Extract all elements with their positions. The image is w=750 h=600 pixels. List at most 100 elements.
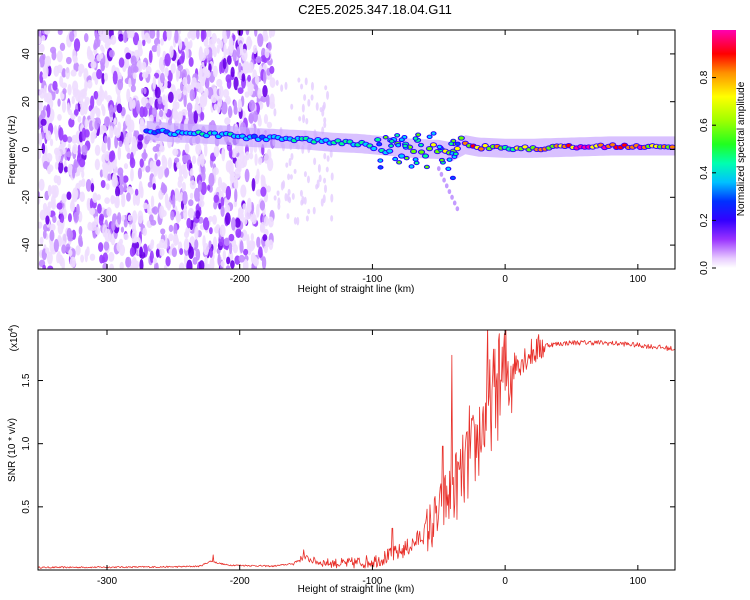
noise-blob bbox=[182, 76, 188, 87]
snr-scale-label: (x104) bbox=[8, 325, 20, 352]
noise-blob bbox=[225, 160, 232, 173]
noise-blob bbox=[318, 174, 322, 183]
noise-blob bbox=[95, 226, 101, 236]
noise-blob bbox=[118, 140, 123, 147]
snr-x-ticks: -300 -200 -100 0 100 bbox=[97, 330, 647, 587]
noise-blob bbox=[109, 263, 114, 269]
noise-blob bbox=[132, 210, 138, 224]
noise-blob bbox=[174, 30, 179, 44]
noise-blob bbox=[284, 81, 288, 90]
noise-blob bbox=[312, 206, 316, 215]
noise-blob bbox=[211, 32, 217, 45]
noise-blob bbox=[199, 52, 206, 62]
noise-blob bbox=[70, 113, 76, 120]
noise-blob bbox=[61, 244, 67, 254]
noise-blob bbox=[225, 212, 231, 226]
noise-blob bbox=[297, 77, 301, 83]
noise-blob bbox=[317, 164, 321, 173]
noise-blob bbox=[223, 237, 230, 247]
noise-blob bbox=[94, 144, 101, 156]
noise-blob bbox=[126, 152, 131, 160]
noise-blob bbox=[148, 242, 154, 250]
noise-blob bbox=[177, 64, 184, 72]
noise-blob bbox=[46, 104, 51, 118]
noise-blob bbox=[139, 246, 143, 258]
noise-blob bbox=[109, 125, 114, 139]
noise-blob bbox=[167, 157, 172, 169]
noise-blob bbox=[54, 161, 59, 170]
noise-blob bbox=[50, 194, 56, 208]
noise-blob bbox=[167, 70, 173, 83]
noise-blob bbox=[152, 183, 156, 191]
ridge-mark-core bbox=[426, 146, 432, 151]
noise-blob bbox=[62, 88, 67, 95]
noise-blob bbox=[259, 200, 266, 211]
noise-blob bbox=[186, 83, 191, 94]
spectrogram-x-ticks: -300 -200 -100 0 100 bbox=[97, 30, 647, 285]
noise-blob bbox=[235, 158, 242, 172]
noise-blob bbox=[53, 125, 58, 135]
noise-blob bbox=[191, 155, 197, 165]
scatter-mark-core bbox=[403, 144, 407, 148]
noise-blob bbox=[286, 193, 290, 202]
noise-blob bbox=[168, 233, 174, 242]
noise-blob bbox=[113, 165, 118, 174]
noise-blob bbox=[188, 246, 194, 260]
noise-blob bbox=[255, 56, 262, 64]
noise-blob bbox=[154, 153, 158, 161]
noise-blob bbox=[108, 49, 115, 58]
noise-blob bbox=[164, 67, 169, 78]
noise-blob bbox=[221, 101, 228, 115]
ridge-mark-core bbox=[239, 134, 245, 138]
noise-blob bbox=[118, 33, 124, 42]
noise-blob bbox=[157, 167, 164, 180]
ridge-mark-core bbox=[423, 154, 429, 158]
noise-blob bbox=[44, 56, 50, 66]
noise-blob bbox=[247, 74, 252, 82]
noise-blob bbox=[330, 172, 334, 181]
noise-blob bbox=[307, 99, 311, 107]
noise-blob bbox=[230, 171, 235, 183]
noise-blob bbox=[101, 256, 106, 264]
noise-blob bbox=[216, 101, 221, 114]
noise-blob bbox=[113, 125, 118, 136]
scatter-mark-core bbox=[437, 145, 442, 149]
noise-blob bbox=[214, 225, 220, 234]
noise-blob bbox=[45, 247, 50, 254]
snr-series-line bbox=[38, 330, 675, 569]
noise-blob bbox=[222, 57, 227, 70]
noise-blob bbox=[53, 238, 59, 253]
noise-blob bbox=[238, 254, 245, 263]
noise-blob bbox=[217, 253, 221, 266]
noise-blob bbox=[209, 247, 213, 259]
noise-blob bbox=[290, 103, 294, 110]
noise-blob bbox=[129, 157, 136, 169]
noise-blob bbox=[216, 78, 223, 88]
noise-blob bbox=[256, 203, 260, 218]
snr-y-ticks: 0.5 1.0 1.5 bbox=[21, 373, 675, 514]
noise-blob bbox=[220, 260, 225, 267]
noise-blob bbox=[67, 109, 73, 116]
tail-mark bbox=[452, 200, 457, 206]
noise-blob bbox=[233, 176, 239, 190]
noise-blob bbox=[183, 207, 188, 220]
spectrogram-x-tick-label: 100 bbox=[629, 274, 646, 285]
noise-blob bbox=[94, 158, 100, 171]
noise-blob bbox=[39, 236, 44, 245]
noise-blob bbox=[307, 208, 311, 215]
noise-blob bbox=[203, 143, 208, 157]
scatter-mark-core bbox=[383, 135, 388, 139]
noise-blob bbox=[194, 239, 199, 250]
noise-blob bbox=[77, 144, 81, 158]
noise-blob bbox=[179, 55, 185, 64]
scatter-mark-core bbox=[427, 135, 432, 139]
scatter-mark-core bbox=[419, 143, 423, 147]
noise-blob bbox=[179, 248, 184, 255]
noise-blob bbox=[61, 68, 66, 78]
noise-blob bbox=[172, 194, 176, 209]
ridge-mark-core bbox=[399, 154, 405, 158]
noise-blob bbox=[163, 264, 168, 269]
noise-blob bbox=[302, 114, 306, 124]
noise-blob bbox=[158, 145, 165, 153]
colorbar: 0.0 0.2 0.4 0.6 0.8 Normalized spectral ampl… bbox=[699, 30, 747, 275]
